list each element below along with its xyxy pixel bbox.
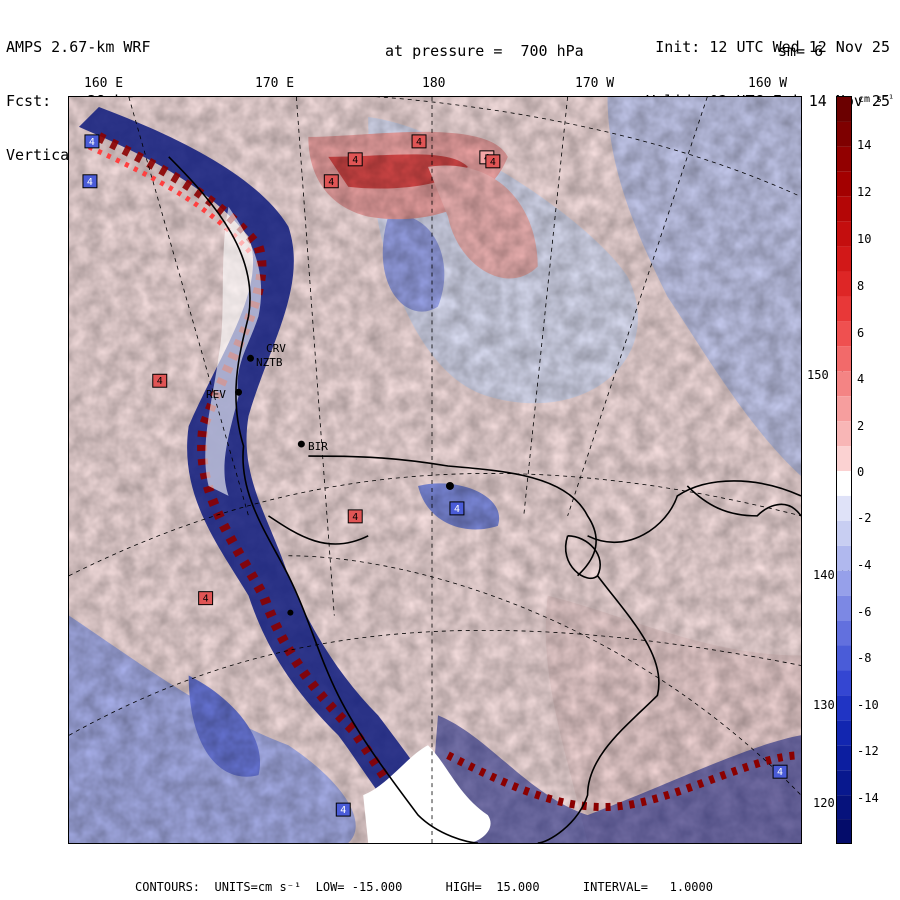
pressure-level: at pressure = 700 hPa [385, 42, 584, 60]
colorbar-tick-label: -6 [857, 605, 872, 619]
colorbar-tick-label: 10 [857, 232, 872, 246]
contour-label-box: 4 [84, 134, 100, 149]
contour-label-box: 4 [82, 174, 98, 189]
colorbar-tick-label: 12 [857, 185, 872, 199]
colorbar-tick-label: -2 [857, 511, 872, 525]
svg-text:4: 4 [490, 157, 496, 168]
svg-text:4: 4 [777, 767, 783, 778]
colorbar-tick-label: 2 [857, 419, 865, 433]
coastline [168, 156, 801, 843]
colorbar-units: cm s⁻¹ [858, 94, 895, 105]
init-time: Init: 12 UTC Wed 12 Nov 25 [655, 38, 890, 56]
lon-label-180: 180 [422, 76, 446, 91]
contour-info-footer: CONTOURS: UNITS=cm s⁻¹ LOW= -15.000 HIGH… [135, 880, 713, 894]
colorbar-tick-label: 4 [857, 372, 865, 386]
colorbar-tick-label: 8 [857, 279, 865, 293]
colorbar-tick-label: -4 [857, 558, 872, 572]
svg-text:4: 4 [352, 155, 358, 166]
colorbar-tick-label: -10 [857, 698, 879, 712]
contour-label-box: 4 [198, 591, 214, 606]
contour-label-box: 4 [323, 174, 339, 189]
svg-text:4: 4 [454, 504, 460, 515]
station-label-nztb: NZTB [256, 356, 283, 369]
svg-text:4: 4 [340, 805, 346, 816]
contour-label-box: 4 [485, 154, 501, 169]
land-patch-south [363, 745, 491, 843]
contour-label-box: 4 [347, 152, 363, 167]
svg-text:4: 4 [157, 376, 163, 387]
smoothing-value: sm= 6 [778, 42, 824, 60]
lon-label-160e: 160 E [84, 76, 124, 91]
station-markers [235, 354, 454, 616]
svg-text:4: 4 [328, 177, 334, 188]
contour-label-box: 4 [411, 134, 427, 149]
contour-label-box: 4 [449, 501, 465, 516]
contour-label-box: 4 [152, 373, 168, 388]
contour-label-box: 4 [347, 509, 363, 524]
land-coast-strip [205, 206, 262, 496]
vertical-velocity-map: 4 4 4 4 4 4 4 4 4 4 4 4 4 [68, 96, 802, 844]
colorbar-tick-label: 6 [857, 326, 865, 340]
field-texture [69, 97, 801, 843]
svg-text:4: 4 [203, 594, 209, 605]
lat-label-150w: 150 W [806, 368, 845, 382]
svg-text:4: 4 [87, 177, 93, 188]
lon-label-170e: 170 E [255, 76, 295, 91]
station-label-bir: BIR [308, 440, 328, 453]
model-title: AMPS 2.67-km WRF [6, 38, 151, 56]
colorbar-tick-label: -12 [857, 744, 879, 758]
lon-label-170w: 170 W [575, 76, 615, 91]
colorbar-segments [837, 97, 851, 843]
svg-text:4: 4 [352, 512, 358, 523]
svg-text:4: 4 [89, 137, 95, 148]
station-label-crv: CRV [266, 342, 286, 355]
contour-label-box: 4 [335, 802, 351, 817]
contour-label-box: 4 [772, 764, 788, 779]
colorbar-tick-label: -8 [857, 651, 872, 665]
colorbar-tick-label: 0 [857, 465, 865, 479]
graticule [69, 97, 801, 843]
mountain-wave-band-southeast [428, 715, 801, 843]
colorbar-tick-label: 14 [857, 138, 872, 152]
colorbar [836, 96, 852, 844]
station-label-rev: REV [206, 388, 226, 401]
colorbar-tick-label: -14 [857, 791, 879, 805]
lon-label-160w: 160 W [748, 76, 788, 91]
contour-labels: 4 4 4 4 4 4 4 4 4 4 4 4 4 [82, 134, 788, 817]
svg-text:4: 4 [416, 137, 422, 148]
